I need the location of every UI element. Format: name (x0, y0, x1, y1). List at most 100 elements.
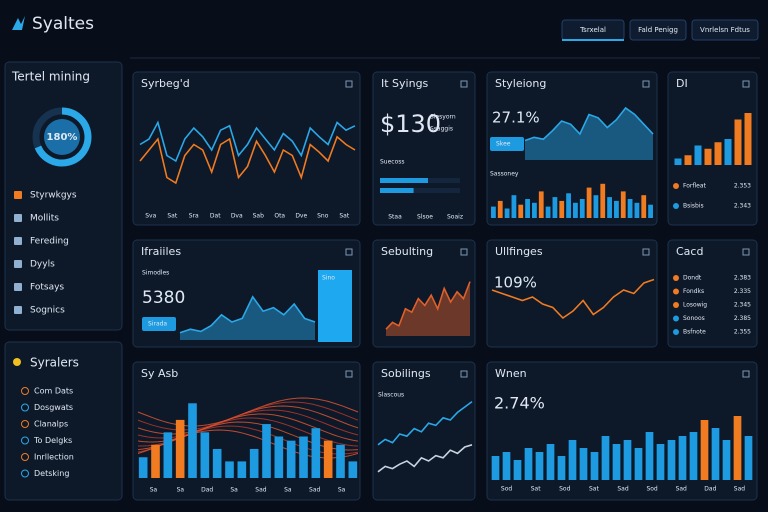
bar (579, 448, 588, 480)
legend-label: Sonoos (683, 315, 705, 322)
panel (132, 361, 361, 501)
menu-item[interactable]: Sognics (30, 306, 65, 316)
x-tick-label: Sa (284, 487, 292, 494)
bar (645, 432, 654, 480)
legend-value: 2.343 (734, 203, 751, 210)
small-label: Sassoney (490, 171, 519, 178)
panel-menu-icon[interactable] (345, 80, 353, 88)
bar (518, 204, 524, 218)
small-label: Slascous (378, 392, 404, 399)
bar (634, 448, 643, 480)
x-tick-label: Sat (339, 213, 349, 220)
panel-menu-icon[interactable] (460, 248, 468, 256)
menu-item[interactable]: To Delgks (33, 436, 72, 445)
bar (504, 208, 510, 218)
menu-icon (14, 260, 22, 268)
bar (175, 419, 185, 478)
bar (249, 448, 259, 478)
bar (648, 204, 653, 218)
panel (667, 239, 758, 348)
menu-item[interactable]: Inrllection (34, 453, 74, 462)
sidebar-panel (4, 341, 123, 501)
bar (497, 200, 503, 218)
menu-item[interactable]: Fereding (30, 237, 69, 247)
gauge-core (44, 119, 80, 155)
button[interactable] (142, 317, 176, 331)
panel (486, 239, 658, 348)
bar (262, 424, 271, 478)
menu-item[interactable]: Styrwkgys (30, 191, 77, 201)
wave-decoration (137, 405, 359, 435)
panel (132, 239, 361, 348)
menu-icon (14, 237, 22, 245)
x-tick-label: Slsoe (417, 214, 433, 221)
bar (704, 148, 712, 165)
x-tick-label: Sat (531, 486, 541, 493)
x-tick-label: Sad (309, 487, 320, 494)
menu-item[interactable]: Clanalps (34, 420, 68, 429)
app-title: Syaltes (32, 14, 94, 34)
panel-menu-icon[interactable] (742, 248, 750, 256)
line (139, 120, 356, 163)
button-label: Sirada (148, 321, 167, 328)
menu-icon (21, 403, 29, 412)
bar (601, 436, 610, 480)
legend-swatch (673, 288, 679, 295)
gauge-value: 180% (47, 132, 78, 143)
hbar-track (380, 188, 460, 193)
panel-menu-icon[interactable] (742, 80, 750, 88)
menu-item[interactable]: Com Dats (34, 387, 73, 396)
legend-value: 2.335 (734, 288, 751, 295)
area (180, 296, 315, 340)
header-button[interactable] (629, 19, 687, 41)
x-tick-label: Sad (617, 486, 628, 493)
bar (586, 187, 592, 218)
panel-menu-icon[interactable] (460, 370, 468, 378)
menu-item[interactable]: Mollits (30, 214, 59, 224)
menu-icon (21, 436, 29, 445)
bar (641, 195, 647, 218)
x-tick-label: Dad (704, 486, 716, 493)
panel (486, 71, 658, 226)
bar (656, 444, 665, 480)
logo-icon (12, 16, 25, 30)
bar (744, 436, 753, 480)
bar (711, 428, 720, 480)
bar (614, 200, 619, 218)
panel-menu-icon[interactable] (742, 370, 750, 378)
menu-item[interactable]: Dyyls (30, 260, 55, 270)
bar (538, 191, 544, 218)
panel-menu-icon[interactable] (345, 370, 353, 378)
panel-menu-icon[interactable] (642, 80, 650, 88)
panel-title: DI (676, 77, 688, 90)
bar (667, 440, 676, 480)
header-button[interactable] (691, 19, 759, 41)
panel-title: Sobilings (381, 367, 431, 380)
panel-menu-icon[interactable] (642, 248, 650, 256)
line (377, 444, 473, 473)
panel-menu-icon[interactable] (460, 80, 468, 88)
menu-icon (14, 214, 22, 222)
menu-item[interactable]: Dosgwats (34, 403, 73, 412)
bar (557, 456, 566, 480)
bar (734, 119, 742, 165)
bar (612, 444, 621, 480)
hbar (380, 188, 414, 193)
bar (620, 191, 626, 218)
highlight-box (318, 270, 352, 342)
bar (491, 456, 500, 480)
button[interactable] (490, 137, 524, 151)
panel-menu-icon[interactable] (345, 248, 353, 256)
x-tick-label: Sa (150, 487, 158, 494)
line (385, 281, 471, 330)
menu-item[interactable]: Detsking (34, 469, 69, 478)
bar (590, 452, 599, 480)
menu-item[interactable]: Fotsays (30, 283, 64, 293)
x-tick-label: Sad (734, 486, 745, 493)
bar (348, 461, 358, 478)
bar (200, 432, 210, 478)
legend-value: 2.385 (734, 315, 751, 322)
bar (724, 139, 732, 165)
